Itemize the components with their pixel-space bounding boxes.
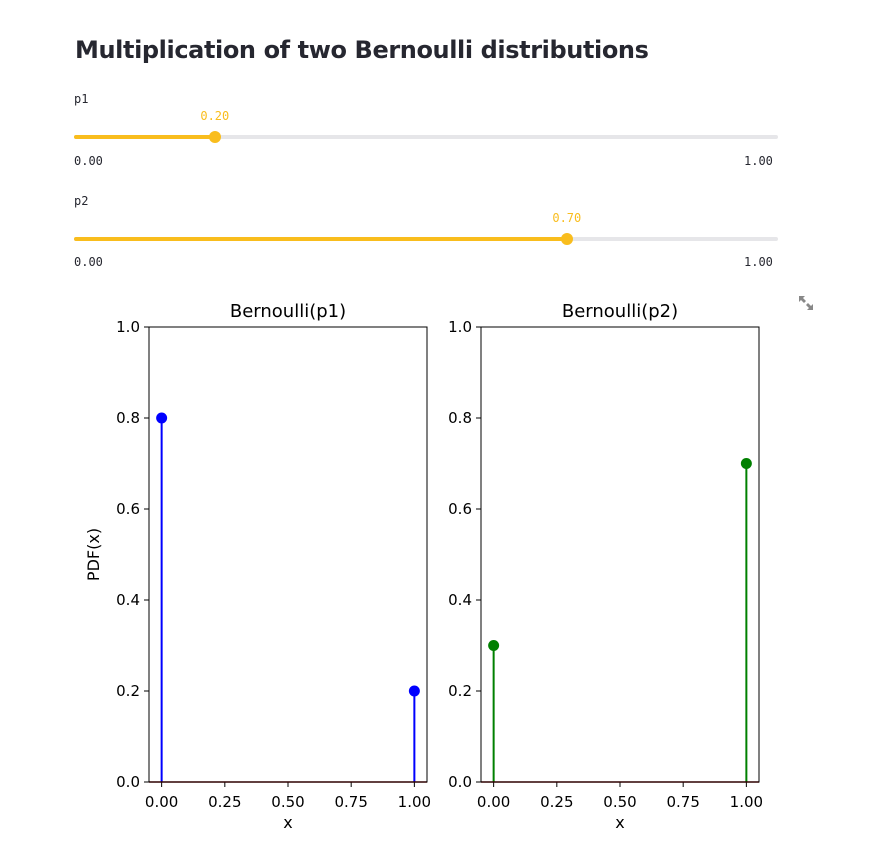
x-tick-label: 0.50: [603, 793, 636, 811]
stem-marker: [408, 685, 420, 697]
y-tick-label: 0.0: [448, 773, 472, 791]
x-tick-label: 1.00: [730, 793, 763, 811]
slider-p1-label: p1: [74, 92, 89, 106]
x-tick-label: 0.00: [145, 793, 178, 811]
x-tick-label: 0.50: [271, 793, 304, 811]
stem-marker: [740, 458, 752, 469]
y-tick-label: 0.6: [448, 500, 472, 518]
y-tick-label: 0.2: [116, 682, 140, 700]
slider-p2-fill: [74, 237, 567, 241]
y-tick-label: 0.0: [116, 773, 140, 791]
slider-p1-max-label: 1.00: [744, 154, 773, 168]
y-tick-label: 1.0: [448, 318, 472, 336]
slider-p2[interactable]: 0.70: [74, 211, 778, 250]
y-tick-label: 0.8: [448, 409, 472, 427]
chart-panel-1: Bernoulli(p1) 0.00 0.25 0.50 0.75 1.00 0.0 0.2 0…: [84, 301, 431, 832]
y-tick-label: 0.4: [116, 591, 140, 609]
slider-p2-thumb[interactable]: [560, 233, 573, 245]
y-tick-label: 0.8: [116, 409, 140, 427]
x-tick-label: 0.25: [540, 793, 573, 811]
x-tick-label: 0.75: [334, 793, 367, 811]
y-tick-label: 0.4: [448, 591, 472, 609]
expand-button[interactable]: [796, 293, 816, 313]
slider-p1-track[interactable]: [74, 135, 778, 139]
stem-marker: [156, 412, 168, 424]
x-tick-label: 0.25: [208, 793, 241, 811]
stem-marker: [488, 640, 500, 651]
chart-figure: Bernoulli(p1) 0.00 0.25 0.50 0.75 1.00 0.0 0.2 0…: [84, 301, 763, 832]
y-tick-label: 0.6: [116, 500, 140, 518]
slider-p1-fill: [74, 135, 215, 139]
chart-title: Bernoulli(p1): [230, 301, 346, 322]
slider-p2-min-label: 0.00: [74, 255, 103, 269]
y-axis-label: PDF(x): [84, 528, 103, 581]
y-tick-label: 0.2: [448, 682, 472, 700]
chart-title: Bernoulli(p2): [562, 301, 678, 322]
plot-frame: [480, 326, 760, 783]
x-tick-label: 0.00: [477, 793, 510, 811]
slider-p1-value: 0.20: [200, 109, 230, 123]
slider-p1-thumb[interactable]: [208, 131, 221, 143]
x-tick-label: 1.00: [398, 793, 431, 811]
slider-p1-min-label: 0.00: [74, 154, 103, 168]
x-axis-label: x: [615, 813, 624, 832]
page-title: Multiplication of two Bernoulli distribu…: [75, 36, 649, 64]
slider-p2-max-label: 1.00: [744, 255, 773, 269]
chart-panel-2: Bernoulli(p2) 0.00 0.25 0.50 0.75 1.00 0.0 0.2 0…: [448, 301, 763, 832]
expand-icon: [799, 296, 813, 310]
slider-p1[interactable]: 0.20: [74, 109, 778, 148]
plot-frame: [148, 326, 428, 783]
slider-p2-value: 0.70: [552, 211, 582, 225]
y-tick-label: 1.0: [116, 318, 140, 336]
x-axis-label: x: [283, 813, 292, 832]
x-tick-label: 0.75: [666, 793, 699, 811]
slider-p2-label: p2: [74, 194, 89, 208]
